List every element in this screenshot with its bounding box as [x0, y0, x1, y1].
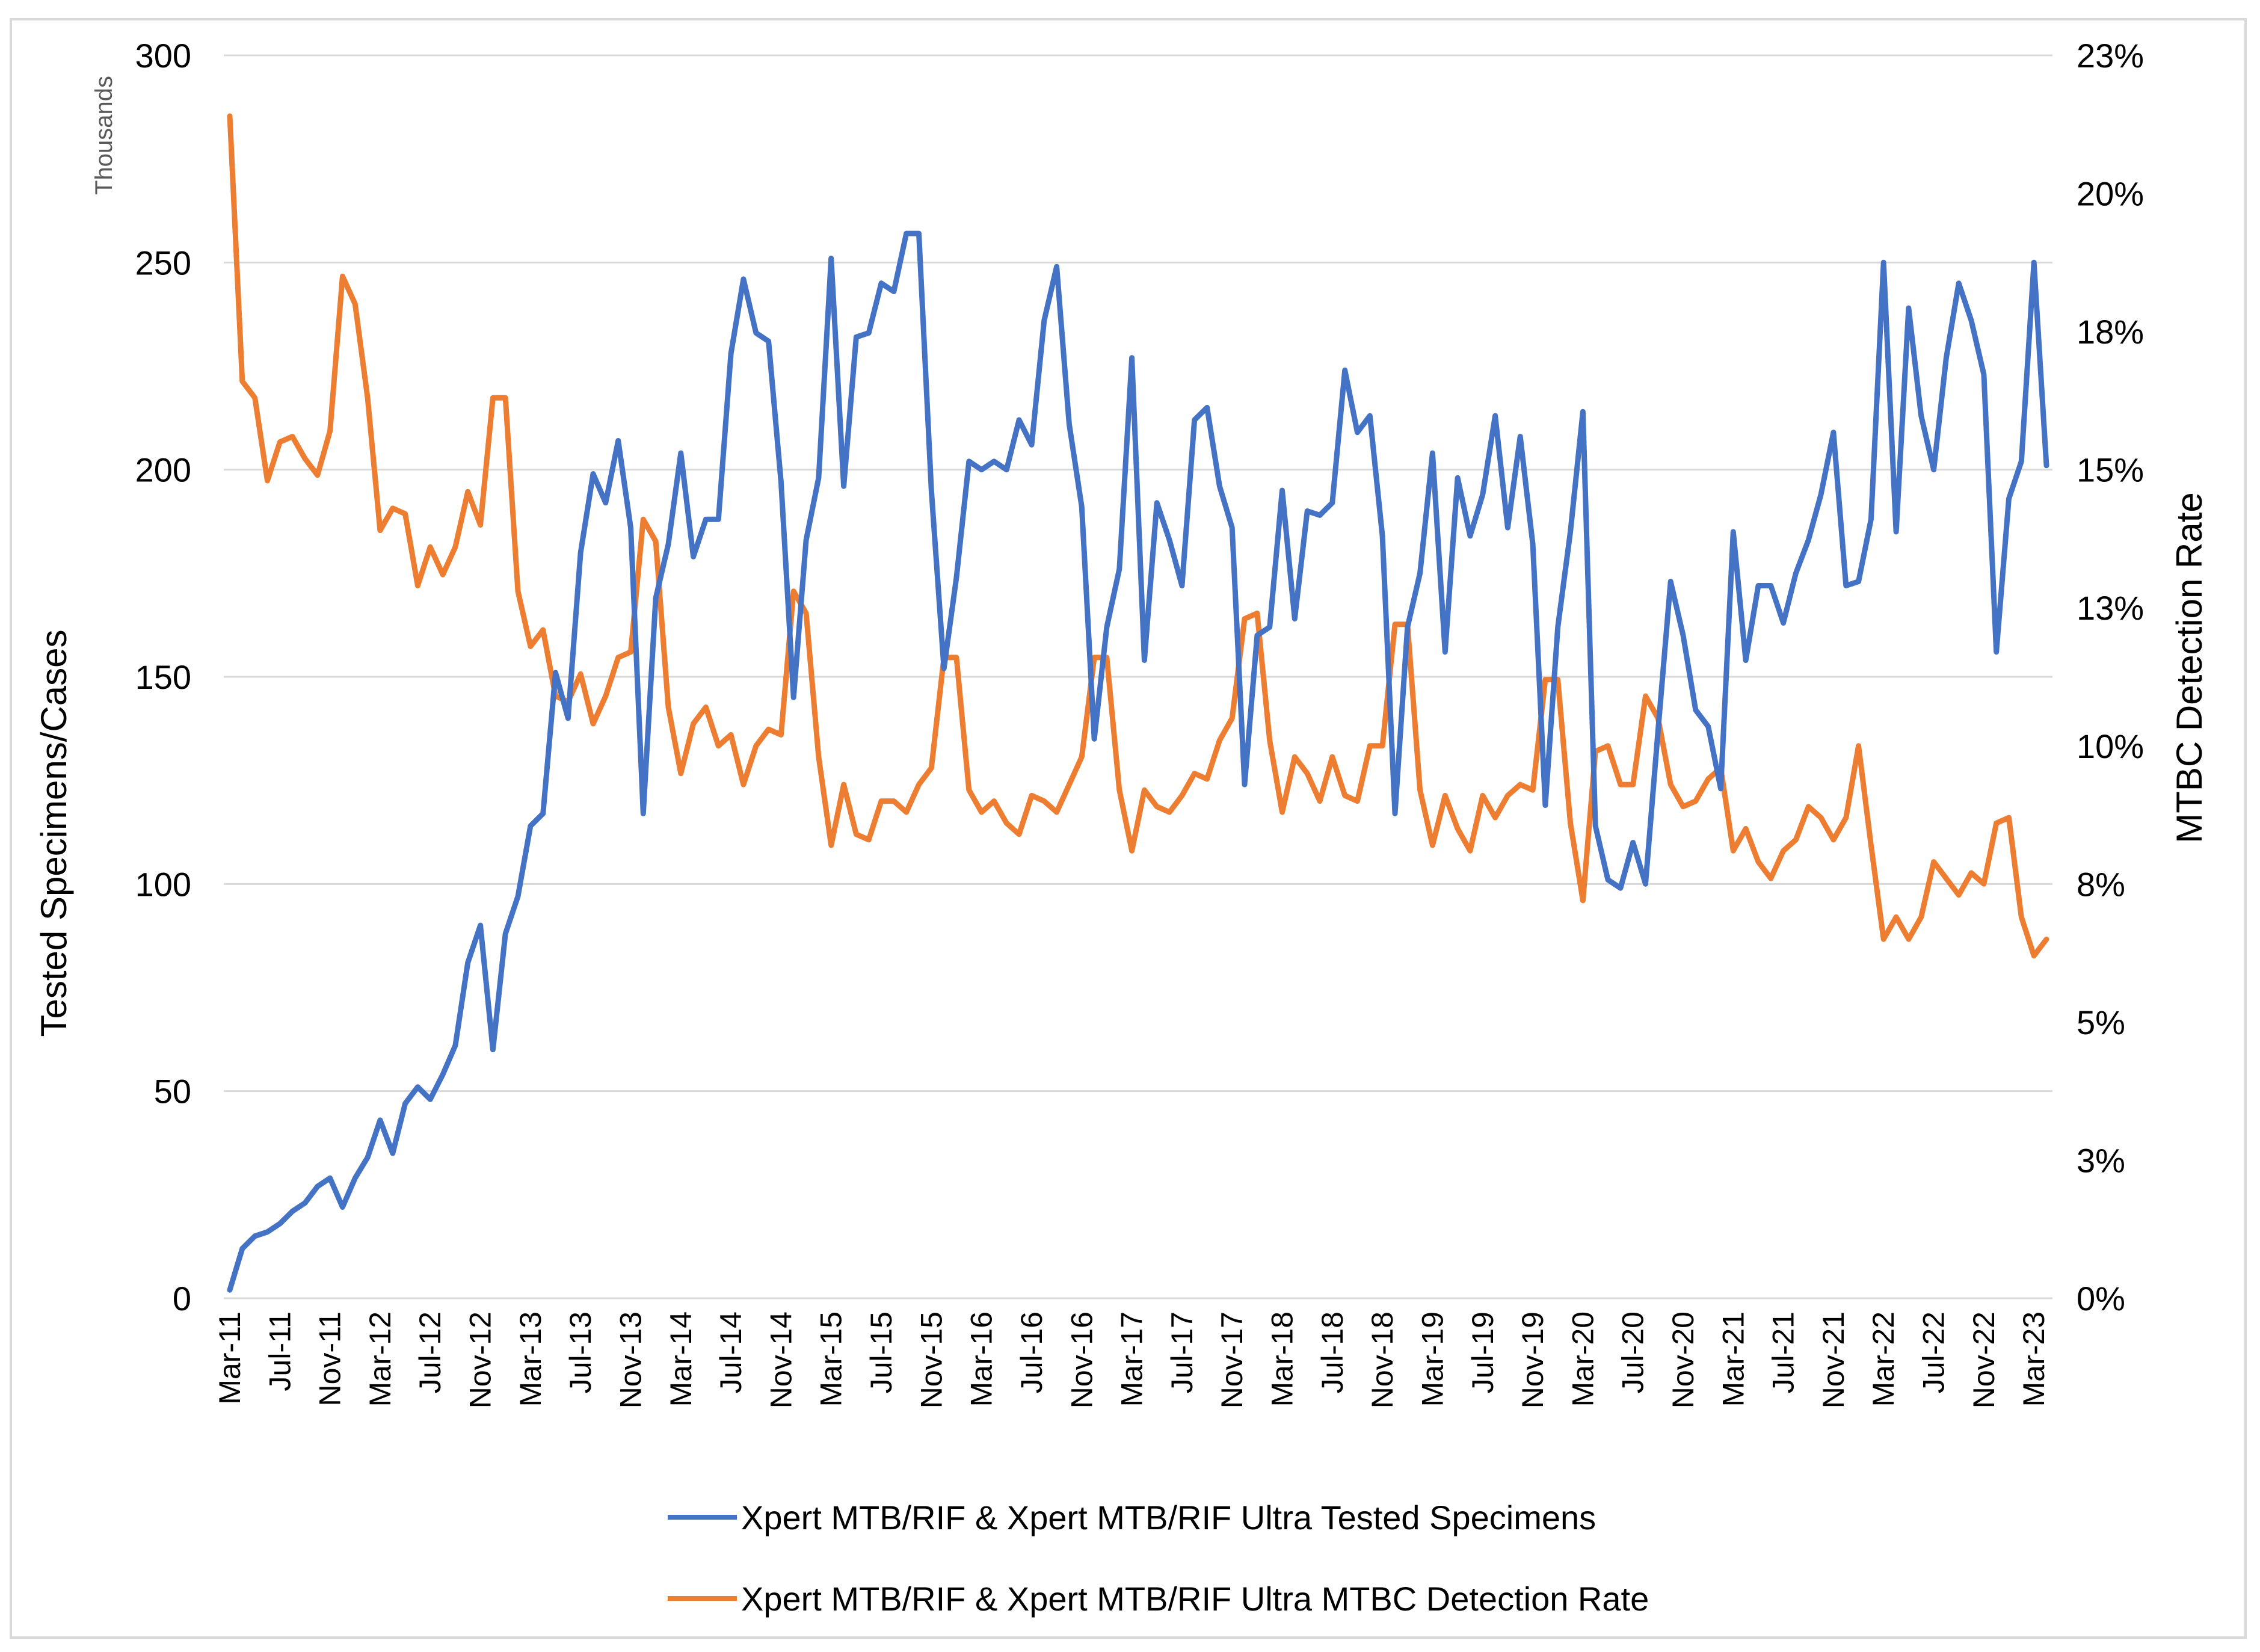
- x-tick-label: Mar-13: [514, 1311, 547, 1407]
- y2-axis-title: MTBC Detection Rate: [2169, 492, 2209, 843]
- x-tick-label: Nov-14: [764, 1311, 798, 1408]
- x-tick-label: Mar-11: [213, 1311, 247, 1405]
- y2-tick-label: 10%: [2077, 727, 2144, 765]
- x-tick-label: Jul-18: [1316, 1311, 1349, 1393]
- y2-tick-label: 8%: [2077, 865, 2125, 903]
- x-tick-label: Mar-23: [2017, 1311, 2051, 1407]
- series-line-detection-rate: [227, 113, 2049, 959]
- y2-tick-label: 5%: [2077, 1003, 2125, 1041]
- y2-tick-label: 0%: [2077, 1280, 2125, 1318]
- y2-tick-label: 23%: [2077, 37, 2144, 75]
- right-axis-ticks: 0% 3% 5% 8% 10% 13% 15% 18% 20% 23%: [2077, 37, 2144, 1318]
- x-tick-label: Nov-12: [464, 1311, 497, 1408]
- left-axis-ticks: 0 50 100 150 200 250 300: [135, 37, 191, 1318]
- y2-tick-label: 15%: [2077, 451, 2144, 489]
- x-tick-label: Mar-18: [1266, 1311, 1299, 1407]
- y-axis-units-note: Thousands: [91, 76, 117, 195]
- x-tick-label: Jul-12: [413, 1311, 447, 1393]
- x-tick-label: Jul-14: [714, 1311, 748, 1393]
- y-tick-label: 200: [135, 451, 191, 489]
- y-axis-title: Tested Specimens/Cases: [34, 630, 74, 1037]
- x-tick-label: Mar-19: [1415, 1311, 1449, 1407]
- y-tick-label: 50: [154, 1073, 191, 1111]
- x-tick-label: Jul-22: [1917, 1311, 1951, 1393]
- x-tick-label: Jul-13: [564, 1311, 597, 1393]
- x-tick-label: Nov-11: [313, 1311, 347, 1406]
- legend-label-specimens: Xpert MTB/RIF & Xpert MTB/RIF Ultra Test…: [741, 1499, 1596, 1536]
- x-tick-label: Nov-18: [1366, 1311, 1399, 1408]
- y-tick-label: 150: [135, 658, 191, 696]
- x-tick-label: Nov-16: [1065, 1311, 1098, 1408]
- x-tick-label: Jul-15: [864, 1311, 898, 1393]
- y2-tick-label: 18%: [2077, 313, 2144, 351]
- series-line-tested-specimens: [227, 230, 2049, 1293]
- series-lines: [227, 113, 2049, 1293]
- legend: Xpert MTB/RIF & Xpert MTB/RIF Ultra Test…: [668, 1499, 1649, 1618]
- y-tick-label: 250: [135, 244, 191, 282]
- legend-label-detection-rate: Xpert MTB/RIF & Xpert MTB/RIF Ultra MTBC…: [741, 1580, 1649, 1618]
- x-tick-label: Nov-19: [1516, 1311, 1550, 1408]
- x-tick-label: Jul-21: [1767, 1311, 1800, 1393]
- chart-border: [10, 18, 2247, 1639]
- x-tick-label: Mar-17: [1115, 1311, 1149, 1407]
- x-tick-label: Mar-15: [814, 1311, 848, 1407]
- y-tick-label: 300: [135, 37, 191, 75]
- x-tick-label: Jul-19: [1466, 1311, 1500, 1393]
- x-tick-label: Jul-17: [1165, 1311, 1199, 1393]
- x-tick-label: Jul-20: [1616, 1311, 1650, 1393]
- y2-tick-label: 20%: [2077, 175, 2144, 213]
- x-tick-label: Nov-15: [914, 1311, 948, 1408]
- x-tick-label: Mar-12: [363, 1311, 397, 1407]
- x-tick-label: Jul-16: [1015, 1311, 1048, 1393]
- x-tick-label: Mar-14: [664, 1311, 698, 1407]
- y-tick-label: 100: [135, 865, 191, 903]
- x-tick-label: Jul-11: [263, 1311, 297, 1391]
- x-tick-label: Nov-20: [1666, 1311, 1700, 1408]
- x-tick-label: Mar-20: [1566, 1311, 1600, 1407]
- x-tick-label: Nov-22: [1967, 1311, 2001, 1408]
- x-axis-ticks: Mar-11 Jul-11 Nov-11 Mar-12 Jul-12 Nov-12 Mar-…: [213, 1311, 2051, 1408]
- x-tick-label: Nov-13: [614, 1311, 647, 1408]
- y-tick-label: 0: [173, 1280, 191, 1318]
- x-tick-label: Mar-21: [1716, 1311, 1750, 1407]
- x-tick-label: Nov-17: [1215, 1311, 1249, 1408]
- x-tick-label: Mar-16: [965, 1311, 999, 1407]
- y2-tick-label: 13%: [2077, 589, 2144, 627]
- x-tick-label: Mar-22: [1867, 1311, 1900, 1407]
- y2-tick-label: 3%: [2077, 1141, 2125, 1179]
- x-tick-label: Nov-21: [1817, 1311, 1850, 1408]
